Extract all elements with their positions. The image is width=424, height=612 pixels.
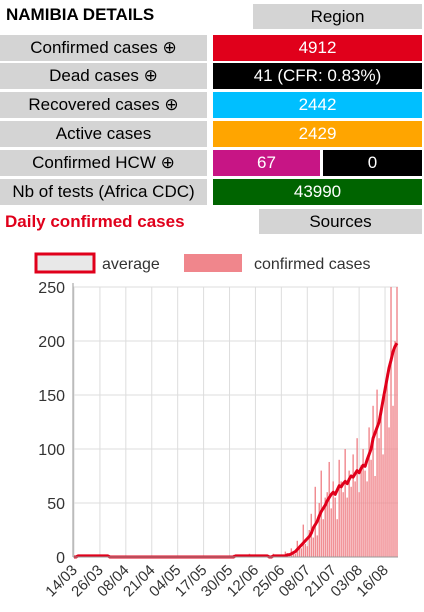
confirmed-cases-label[interactable]: Confirmed cases ⊕: [0, 35, 207, 61]
confirmed-cases-bar: [352, 454, 354, 557]
region-button[interactable]: Region: [253, 4, 422, 29]
dead-cases-label[interactable]: Dead cases ⊕: [0, 63, 207, 89]
confirmed-cases-bar: [332, 481, 334, 557]
confirmed-cases-bar: [396, 287, 398, 557]
y-tick-label: 0: [56, 550, 65, 567]
confirmed-cases-bar: [318, 503, 320, 557]
confirmed-cases-bar: [338, 459, 340, 557]
confirmed-cases-bar: [322, 519, 324, 557]
recovered-cases-label[interactable]: Recovered cases ⊕: [0, 92, 207, 118]
active-cases-label: Active cases: [0, 121, 207, 147]
dead-cases-value: 41 (CFR: 0.83%): [213, 63, 422, 89]
confirmed-cases-bar: [380, 416, 382, 557]
confirmed-cases-bar: [382, 454, 384, 557]
confirmed-cases-bar: [298, 546, 301, 557]
y-tick-label: 250: [38, 280, 65, 297]
confirmed-cases-bar: [330, 508, 332, 557]
confirmed-cases-bar: [378, 438, 380, 557]
confirmed-cases-bar: [316, 535, 318, 557]
confirmed-cases-bar: [348, 470, 350, 557]
confirmed-cases-bar: [342, 492, 344, 557]
confirmed-cases-bar: [304, 544, 306, 557]
y-tick-label: 50: [47, 496, 65, 513]
confirmed-cases-bar: [324, 497, 326, 557]
active-cases-value: 2429: [213, 121, 422, 147]
legend-confirmed-swatch: [184, 254, 242, 272]
confirmed-cases-bar: [376, 389, 378, 557]
confirmed-cases-bar: [362, 449, 364, 557]
confirmed-cases-value: 4912: [213, 35, 422, 61]
legend-average-swatch: [34, 252, 96, 274]
confirmed-cases-bar: [364, 470, 366, 557]
sources-button[interactable]: Sources: [259, 209, 422, 234]
confirmed-cases-bar: [384, 395, 386, 557]
y-tick-label: 150: [38, 388, 65, 405]
confirmed-cases-bar: [390, 287, 392, 557]
confirmed-hcw-label[interactable]: Confirmed HCW ⊕: [0, 150, 207, 176]
confirmed-cases-bar: [346, 497, 348, 557]
confirmed-cases-bar: [386, 373, 388, 557]
daily-cases-chart: average confirmed cases05010015020025014/…: [34, 252, 399, 600]
page-title: NAMIBIA DETAILS: [6, 5, 155, 24]
confirmed-cases-bar: [356, 438, 358, 557]
tests-label: Nb of tests (Africa CDC): [0, 179, 207, 205]
confirmed-cases-bar: [306, 546, 308, 557]
y-tick-label: 200: [38, 334, 65, 351]
confirmed-hcw-value: 67: [213, 150, 320, 176]
legend-confirmed-label: confirmed cases: [254, 256, 371, 273]
hcw-secondary-value: 0: [323, 150, 422, 176]
confirmed-cases-bar: [334, 497, 336, 557]
confirmed-cases-bar: [360, 465, 362, 557]
confirmed-cases-bar: [354, 481, 356, 557]
tests-value: 43990: [213, 179, 422, 205]
confirmed-cases-bar: [370, 459, 372, 557]
legend-average-label: average: [102, 256, 160, 273]
confirmed-cases-bar: [328, 461, 330, 557]
confirmed-cases-bar: [292, 552, 295, 557]
daily-cases-title: Daily confirmed cases: [5, 212, 185, 231]
confirmed-cases-bar: [394, 341, 396, 557]
confirmed-cases-bar: [344, 449, 346, 557]
recovered-cases-value: 2442: [213, 92, 422, 118]
confirmed-cases-bar: [336, 519, 338, 557]
confirmed-cases-bar: [294, 553, 297, 557]
y-tick-label: 100: [38, 442, 65, 459]
confirmed-cases-bar: [326, 492, 328, 557]
confirmed-cases-bar: [372, 405, 374, 557]
confirmed-cases-bar: [340, 481, 342, 557]
confirmed-cases-bar: [392, 405, 394, 557]
confirmed-cases-bar: [366, 481, 368, 557]
confirmed-cases-bar: [358, 492, 360, 557]
confirmed-cases-bar: [300, 548, 302, 557]
confirmed-cases-bar: [374, 476, 376, 557]
confirmed-cases-bar: [388, 427, 390, 557]
confirmed-cases-bar: [312, 537, 314, 557]
confirmed-cases-bar: [350, 486, 352, 557]
confirmed-cases-bar: [308, 530, 310, 557]
confirmed-cases-bar: [368, 427, 370, 557]
